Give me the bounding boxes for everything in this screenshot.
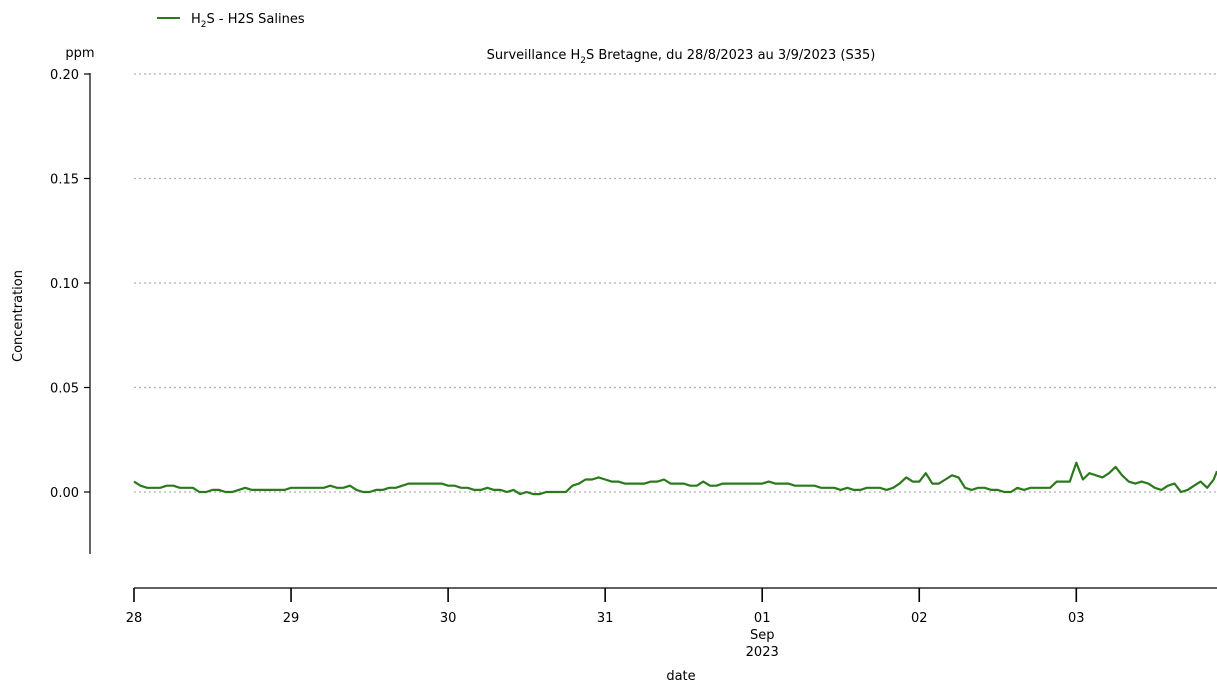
x-tick-label: 01 [754, 611, 771, 626]
x-tick-label: 31 [597, 611, 614, 626]
y-tick-label: 0.05 [50, 382, 79, 397]
chart-title: Surveillance H2S Bretagne, du 28/8/2023 … [487, 48, 876, 66]
x-axis-label: date [666, 669, 695, 681]
y-tick-label: 0.00 [50, 486, 79, 501]
x-tick-label: 28 [126, 611, 143, 626]
x-tick-label: 30 [440, 611, 457, 626]
y-tick-label: 0.10 [50, 277, 79, 292]
series-layer [133, 461, 1217, 496]
x-tick-label: 29 [283, 611, 300, 626]
x-tick-sublabel: 2023 [746, 645, 779, 660]
legend-label: H2S - H2S Salines [191, 12, 305, 30]
y-tick-label: 0.15 [50, 173, 79, 188]
y-axis: 0.00 0.05 0.10 0.15 0.20 [50, 68, 91, 554]
x-tick-label: 03 [1068, 611, 1085, 626]
x-tick-label: 02 [911, 611, 928, 626]
series-line [133, 461, 1217, 496]
x-tick-sublabel: Sep [750, 628, 775, 643]
gridlines [134, 73, 1217, 493]
legend: H2S - H2S Salines [157, 12, 305, 30]
y-axis-label: Concentration [11, 270, 26, 362]
y-unit-label: ppm [65, 46, 94, 61]
x-axis: 28 29 30 31 01 Sep 2023 02 03 [126, 587, 1217, 660]
y-tick-label: 0.20 [50, 68, 79, 83]
